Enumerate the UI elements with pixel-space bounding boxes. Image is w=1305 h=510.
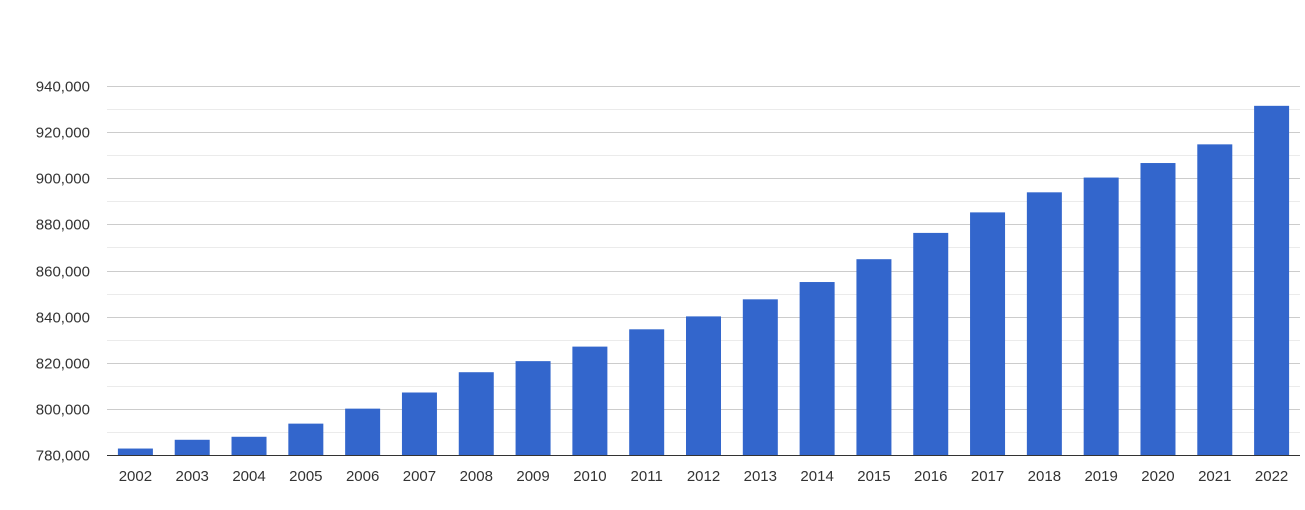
y-tick-label: 840,000 (36, 310, 90, 327)
x-tick-label: 2012 (687, 468, 720, 485)
x-tick-label: 2003 (176, 468, 209, 485)
x-tick-label: 2009 (516, 468, 549, 485)
bar-2008 (458, 372, 494, 455)
y-tick-label: 940,000 (36, 79, 90, 96)
x-tick-label: 2021 (1198, 468, 1231, 485)
x-tick-label: 2016 (914, 468, 947, 485)
x-tick-label: 2010 (573, 468, 606, 485)
bar-2006 (345, 408, 381, 455)
bar-2012 (686, 316, 721, 455)
bar-2004 (231, 436, 267, 455)
x-tick-label: 2020 (1141, 468, 1174, 485)
bar-2002 (117, 448, 153, 455)
bar-2022 (1254, 105, 1290, 455)
bar-2019 (1083, 177, 1119, 455)
x-axis-tick-labels: 2002 2003 2004 2005 2006 2007 2008 2009 2010 2011… (119, 468, 1289, 485)
bar-2003 (174, 439, 210, 455)
x-tick-label: 2011 (631, 468, 663, 485)
bar-2016 (913, 232, 949, 455)
bar-2010 (572, 346, 608, 455)
x-tick-label: 2022 (1255, 468, 1288, 485)
x-tick-label: 2017 (971, 468, 1004, 485)
bar-2011 (629, 329, 665, 455)
x-tick-label: 2013 (744, 468, 777, 485)
bar-2009 (515, 361, 551, 455)
x-tick-label: 2006 (346, 468, 379, 485)
x-tick-label: 2005 (289, 468, 322, 485)
bar-2021 (1197, 144, 1233, 455)
y-tick-label: 880,000 (36, 217, 90, 234)
x-tick-label: 2014 (800, 468, 833, 485)
x-tick-label: 2002 (119, 468, 152, 485)
bar-2007 (401, 392, 437, 455)
x-tick-label: 2008 (460, 468, 493, 485)
x-tick-label: 2007 (403, 468, 436, 485)
y-tick-label: 860,000 (36, 264, 90, 281)
bar-2013 (742, 299, 778, 455)
bar-2015 (856, 259, 892, 455)
x-tick-label: 2015 (857, 468, 890, 485)
y-axis-tick-labels: 780,000 800,000 820,000 840,000 860,000 880,0… (36, 79, 90, 465)
bar-2005 (288, 423, 324, 455)
y-tick-label: 820,000 (36, 356, 90, 373)
y-tick-label: 900,000 (36, 171, 90, 188)
x-tick-label: 2019 (1084, 468, 1117, 485)
x-tick-label: 2018 (1028, 468, 1061, 485)
bar-2017 (970, 212, 1006, 455)
y-tick-label: 780,000 (36, 448, 90, 465)
y-tick-label: 800,000 (36, 402, 90, 419)
x-tick-label: 2004 (232, 468, 265, 485)
bar-2014 (799, 282, 835, 455)
y-tick-label: 920,000 (36, 125, 90, 142)
bars (117, 105, 1290, 455)
bar-2020 (1140, 163, 1176, 455)
bar-2018 (1026, 192, 1062, 455)
